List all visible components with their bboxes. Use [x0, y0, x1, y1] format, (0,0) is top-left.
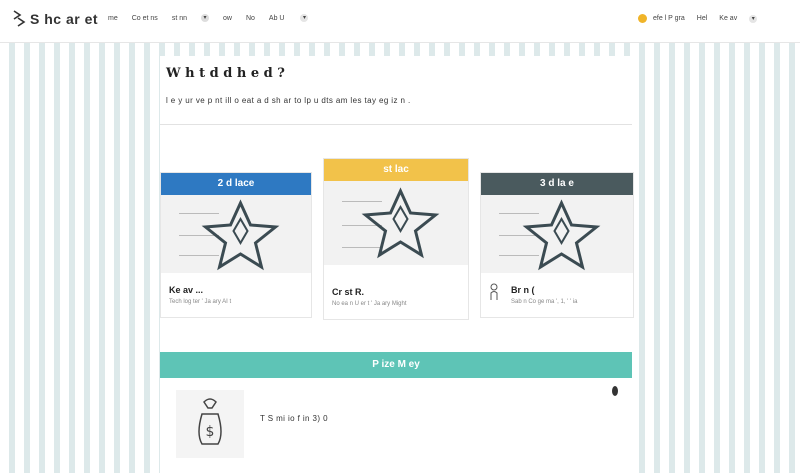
brand-name: S hc ar et	[30, 11, 99, 27]
nav-item-about[interactable]: Ab U	[268, 14, 285, 22]
nav-item-help[interactable]: Hel	[696, 15, 708, 22]
winner-avatar-icon	[490, 283, 498, 300]
winners-panel: W h t d d h e d ? l e y ur ve p nt ill o…	[160, 56, 634, 473]
nav-item-how[interactable]: ow	[223, 14, 232, 22]
nav-item-now[interactable]: No	[245, 14, 255, 22]
winner-card-first[interactable]: st lac Cr st R. No ea n U er t ' Ja ary …	[323, 158, 469, 320]
nav-dropdown-icon[interactable]: ▾	[201, 14, 209, 22]
divider	[160, 124, 632, 125]
winner-info: Cr st R. No ea n U er t ' Ja ary Might	[332, 287, 462, 309]
star-trophy-icon	[201, 199, 280, 271]
nav-item-referral[interactable]: efe l P gra	[653, 15, 685, 22]
winner-name: Cr st R.	[332, 287, 365, 297]
user-menu[interactable]: Ke av	[719, 15, 738, 22]
winner-card-second[interactable]: 2 d lace Ke av ... Tech log ter ' Ja ary…	[160, 172, 312, 318]
money-bag-icon: $	[198, 398, 222, 445]
star-trophy-icon	[361, 187, 440, 259]
top-navigation-bar: S hc ar et me Co et ns st nn ▾ ow No Ab …	[0, 0, 800, 43]
winner-info: Ke av ... Tech log ter ' Ja ary AI t	[169, 285, 305, 307]
brand-logo[interactable]: S hc ar et	[12, 9, 98, 29]
user-menu-chevron-icon[interactable]: ▾	[749, 14, 758, 23]
page-title: W h t d d h e d ?	[166, 66, 285, 81]
prize-icon-box: $	[176, 390, 244, 458]
scroll-indicator[interactable]	[612, 386, 618, 396]
user-nav: efe l P gra Hel Ke av ▾	[638, 14, 758, 23]
trophy-stage	[161, 195, 311, 273]
svg-text:$: $	[206, 424, 215, 440]
trophy-stage	[324, 181, 468, 265]
page-subtitle: l e y ur ve p nt ill o eat a d sh ar to …	[166, 96, 411, 105]
winner-info: Br n ( Sab n Co ge ma ', 1, ' ' ia	[511, 285, 627, 307]
place-ribbon: 3 d la e	[481, 173, 633, 195]
winner-name: Br n (	[511, 285, 535, 295]
coin-icon	[638, 14, 647, 23]
place-ribbon: 2 d lace	[161, 173, 311, 195]
nav-item-competitions[interactable]: Co et ns	[131, 14, 158, 22]
winner-card-third[interactable]: 3 d la e Br n ( Sab n Co ge ma ', 1, ' '…	[480, 172, 634, 318]
prize-description: T S mi io f in 3) 0	[260, 414, 328, 423]
winner-meta: Sab n Co ge ma ', 1, ' ' ia	[511, 299, 578, 305]
chevron-down-icon[interactable]: ▾	[300, 14, 309, 22]
star-trophy-icon	[522, 199, 601, 271]
winner-name: Ke av ...	[169, 285, 204, 295]
winner-meta: Tech log ter ' Ja ary AI t	[169, 299, 232, 305]
main-nav: me Co et ns st nn ▾ ow No Ab U ▾	[108, 14, 309, 22]
logo-chevron-icon	[13, 10, 26, 27]
place-ribbon: st lac	[324, 159, 468, 181]
winner-meta: No ea n U er t ' Ja ary Might	[332, 301, 407, 307]
trophy-stage	[481, 195, 633, 273]
nav-item-home[interactable]: me	[108, 14, 118, 22]
nav-item-learning[interactable]: st nn	[171, 14, 187, 22]
prize-money-header: P ize M ey	[160, 352, 632, 378]
